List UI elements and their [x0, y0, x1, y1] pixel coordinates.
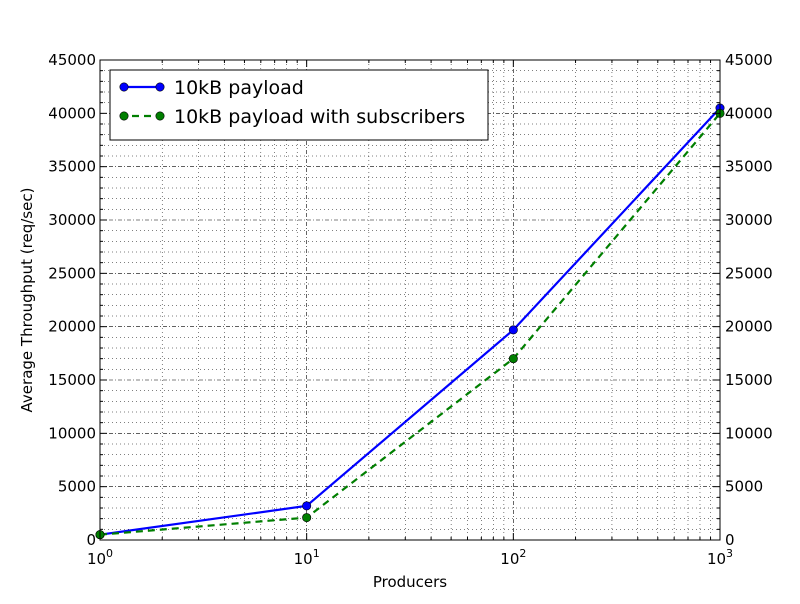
- legend-label-1: 10kB payload: [174, 77, 304, 99]
- x-tick-label: 103: [707, 547, 733, 568]
- series-1-point: [302, 501, 312, 511]
- y-tick-label: 0: [86, 531, 96, 549]
- series-2-point: [508, 354, 518, 364]
- y-right-tick-label: 45000: [725, 51, 773, 69]
- x-tick-label: 101: [294, 547, 320, 568]
- y-right-tick-label: 25000: [725, 264, 773, 282]
- tick-labels: 0 0 5000 5000 10000 10000 15000 15000 20000 20000…: [48, 51, 772, 568]
- y-right-tick-label: 5000: [725, 478, 763, 496]
- y-axis-label: Average Throughput (req/sec): [18, 188, 36, 413]
- x-axis-label: Producers: [373, 573, 447, 591]
- y-tick-label: 5000: [58, 478, 96, 496]
- y-right-tick-label: 40000: [725, 104, 773, 122]
- legend-items: 10kB payload 10kB payload with subscriber…: [119, 77, 465, 128]
- y-right-tick-label: 35000: [725, 158, 773, 176]
- y-tick-label: 40000: [48, 104, 96, 122]
- legend: 10kB payload 10kB payload with subscriber…: [109, 69, 489, 141]
- legend-box: [109, 69, 489, 141]
- y-right-tick-label: 20000: [725, 318, 773, 336]
- legend-label-2: 10kB payload with subscribers: [174, 106, 465, 128]
- y-tick-label: 10000: [48, 424, 96, 442]
- series-line-1: [99, 107, 721, 536]
- y-right-tick-label: 0: [725, 531, 735, 549]
- legend-marker-1: [119, 82, 129, 92]
- series-layer: [95, 103, 725, 540]
- series-line-2: [99, 112, 721, 536]
- y-tick-label: 30000: [48, 211, 96, 229]
- y-tick-label: 45000: [48, 51, 96, 69]
- y-tick-label: 25000: [48, 264, 96, 282]
- series-2-point: [302, 513, 312, 523]
- x-tick-label: 100: [87, 547, 113, 568]
- y-tick-label: 15000: [48, 371, 96, 389]
- y-tick-label: 20000: [48, 318, 96, 336]
- legend-marker-2: [119, 111, 129, 121]
- legend-marker-2: [155, 111, 165, 121]
- y-tick-label: 35000: [48, 158, 96, 176]
- x-tick-label: 102: [500, 547, 526, 568]
- legend-marker-1: [155, 82, 165, 92]
- plot-frame: [99, 59, 721, 541]
- y-right-tick-label: 30000: [725, 211, 773, 229]
- ticks: [99, 59, 721, 541]
- series-1-point: [508, 325, 518, 335]
- y-right-tick-label: 10000: [725, 424, 773, 442]
- y-right-tick-label: 15000: [725, 371, 773, 389]
